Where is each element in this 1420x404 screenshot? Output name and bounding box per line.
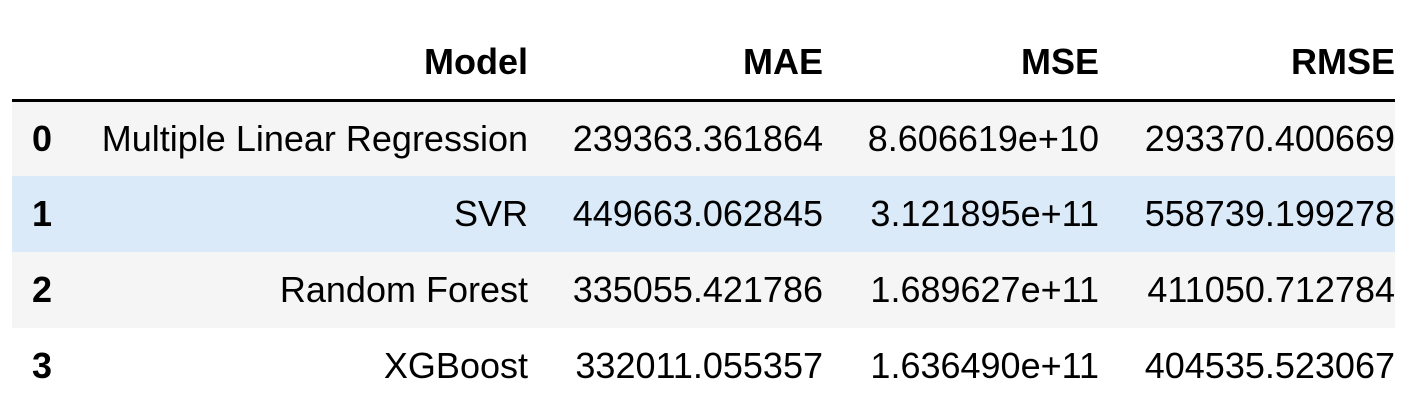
cell-mae: 335055.421786	[572, 269, 823, 310]
cell-mse: 1.636490e+11	[870, 345, 1099, 386]
cell-rmse: 411050.712784	[1147, 269, 1395, 310]
cell-mse: 3.121895e+11	[870, 193, 1099, 234]
cell-mae: 449663.062845	[572, 193, 823, 234]
cell-model: Multiple Linear Regression	[101, 117, 528, 159]
table-row: 0 Multiple Linear Regression 239363.3618…	[12, 100, 1395, 176]
table-row: 2 Random Forest 335055.421786 1.689627e+…	[12, 252, 1395, 328]
row-index: 3	[31, 345, 53, 386]
cell-mse: 1.689627e+11	[870, 269, 1099, 310]
cell-mse: 8.606619e+10	[867, 117, 1099, 159]
header-model: Model	[72, 26, 528, 102]
cell-mae: 239363.361864	[572, 117, 823, 159]
header-row: Model MAE MSE RMSE	[12, 26, 1395, 102]
cell-model: Random Forest	[279, 269, 528, 310]
dataframe-table: Model MAE MSE RMSE 0 Multiple Linear Reg…	[12, 26, 1395, 404]
cell-model: XGBoost	[383, 345, 528, 386]
row-index: 0	[31, 117, 53, 159]
header-index	[12, 26, 72, 102]
table-row: 3 XGBoost 332011.055357 1.636490e+11 404…	[12, 328, 1395, 404]
header-mae: MAE	[528, 26, 823, 102]
row-index: 1	[31, 193, 53, 234]
row-index: 2	[31, 269, 53, 310]
cell-rmse: 558739.199278	[1144, 193, 1395, 234]
cell-rmse: 293370.400669	[1144, 117, 1395, 159]
table-row: 1 SVR 449663.062845 3.121895e+11 558739.…	[12, 176, 1395, 252]
cell-mae: 332011.055357	[575, 345, 823, 386]
header-mse: MSE	[823, 26, 1099, 102]
header-rmse: RMSE	[1099, 26, 1395, 102]
cell-rmse: 404535.523067	[1144, 345, 1395, 386]
cell-model: SVR	[453, 193, 528, 234]
